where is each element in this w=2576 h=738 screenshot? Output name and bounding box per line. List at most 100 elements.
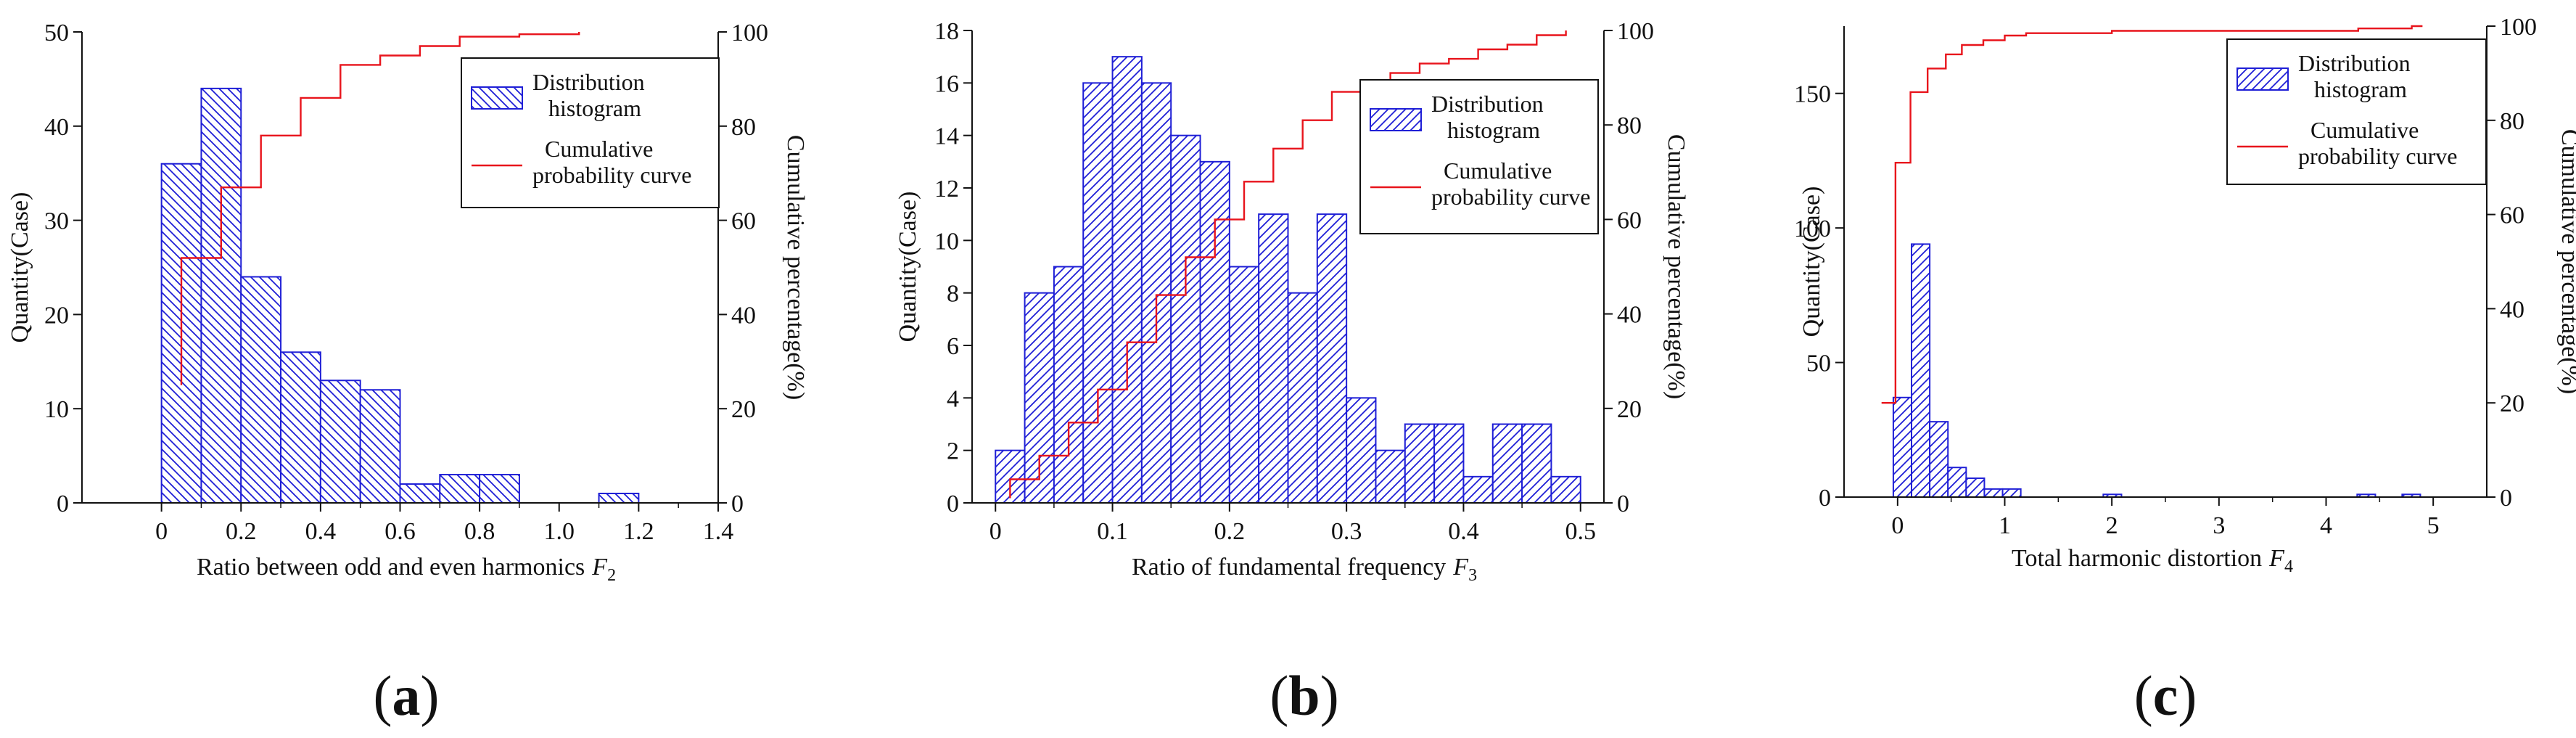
y2-tick-label: 0 xyxy=(731,491,744,517)
y2-tick-label: 20 xyxy=(1617,396,1642,423)
y2-tick-label: 100 xyxy=(2500,14,2537,41)
y-tick-label: 150 xyxy=(1794,81,1831,108)
y2-tick-label: 40 xyxy=(731,302,756,329)
legend-histogram-label: histogram xyxy=(548,95,641,121)
histogram-bar xyxy=(2001,488,2022,498)
y-tick-label: 30 xyxy=(44,208,69,235)
panel-label: (b) xyxy=(1270,664,1338,727)
x-tick-label: 0.2 xyxy=(226,518,257,545)
y-tick-label: 8 xyxy=(947,281,959,308)
legend-histogram-label: histogram xyxy=(2314,76,2407,102)
x-axis-label-variable: F xyxy=(2268,545,2285,572)
x-tick-label: 1.2 xyxy=(623,518,654,545)
legend-histogram-swatch xyxy=(2236,67,2289,91)
panel-label-open-paren: ( xyxy=(1270,664,1288,727)
y-tick-label: 50 xyxy=(1806,350,1831,377)
chart-panel-b: 0 0.1 0.2 0.3 0.4 0.5 0 2 4 6 8 10 12 14 16 18 0 20 40 60 80… xyxy=(894,18,1690,727)
x-tick-label: 0.6 xyxy=(384,518,416,545)
y2-axis-label: Cumulative percentage(%) xyxy=(1663,134,1690,399)
x-axis-label-text: Ratio of fundamental frequency xyxy=(1132,554,1446,581)
histogram-bar xyxy=(1082,82,1114,504)
panel-label-open-paren: ( xyxy=(374,664,392,727)
y-tick-label: 14 xyxy=(934,123,959,150)
y-axis-label: Quantity(Case) xyxy=(894,192,921,343)
x-tick-label: 0.8 xyxy=(464,518,495,545)
x-tick-label: 0 xyxy=(155,518,168,545)
y-tick-label: 40 xyxy=(44,114,69,141)
panel-label-close-paren: ) xyxy=(421,664,440,727)
x-tick-label: 4 xyxy=(2320,512,2332,539)
cumulative-probability-curve xyxy=(180,32,580,385)
x-axis-label-variable: F xyxy=(1452,554,1469,581)
chart-panel-a: 0 0.2 0.4 0.6 0.8 1.0 1.2 1.4010203040500204060… xyxy=(7,20,809,727)
histogram-bar xyxy=(1404,423,1436,504)
y2-tick-label: 0 xyxy=(2500,485,2512,512)
histogram-bar xyxy=(1228,266,1260,504)
y2-tick-label: 60 xyxy=(1617,207,1642,234)
y2-tick-label: 100 xyxy=(1617,18,1654,45)
y2-axis-label: Cumulative percentage(%) xyxy=(2556,129,2576,394)
legend-histogram-label: Distribution xyxy=(532,69,645,95)
histogram-bar xyxy=(1521,423,1552,504)
legend-curve-label: probability curve xyxy=(532,162,691,188)
y-tick-label: 100 xyxy=(1794,216,1831,242)
y2-tick-label: 20 xyxy=(2500,390,2524,417)
x-axis-label-text: Ratio between odd and even harmonics xyxy=(197,554,585,581)
x-axis-label: Total harmonic distortion F4 xyxy=(2012,545,2293,576)
histogram-bar xyxy=(1947,467,1967,498)
histogram-bar xyxy=(1462,475,1494,504)
histogram-bar xyxy=(1111,56,1143,504)
histogram-bar xyxy=(399,483,441,504)
histogram-bar xyxy=(598,493,640,504)
histogram-bar xyxy=(1433,423,1465,504)
histogram-bar xyxy=(1911,243,1931,498)
legend-histogram-label: histogram xyxy=(1447,117,1540,143)
y2-tick-label: 0 xyxy=(1617,491,1629,517)
histogram-bar xyxy=(1491,423,1523,504)
y-tick-label: 10 xyxy=(44,396,69,423)
legend-curve-label: probability curve xyxy=(1431,184,1590,210)
histogram-bar xyxy=(1550,475,1581,504)
x-axis-label-subscript: 3 xyxy=(1468,566,1477,585)
histogram-bars xyxy=(995,56,1581,504)
legend-curve-label: probability curve xyxy=(2298,143,2457,169)
histogram-bars xyxy=(160,87,640,504)
x-axis-label-variable: F xyxy=(591,554,608,581)
panel-label-close-paren: ) xyxy=(2178,664,2197,727)
y2-tick-label: 80 xyxy=(1617,112,1642,139)
y-axis-label: Quantity(Case) xyxy=(1798,186,1825,337)
x-axis-label-text: Total harmonic distortion xyxy=(2012,545,2262,572)
y-tick-label: 0 xyxy=(1819,485,1831,512)
y-tick-label: 10 xyxy=(934,228,959,255)
panel-label-letter: b xyxy=(1288,664,1320,727)
legend-box xyxy=(2226,38,2487,185)
y2-tick-label: 60 xyxy=(731,208,756,235)
y2-tick-label: 40 xyxy=(1617,302,1642,329)
x-tick-label: 1.0 xyxy=(544,518,575,545)
x-tick-label: 5 xyxy=(2427,512,2440,539)
panel-label: (a) xyxy=(374,664,440,727)
x-tick-label: 0.4 xyxy=(1448,518,1479,545)
histogram-bar xyxy=(439,474,481,504)
y2-tick-label: 80 xyxy=(2500,108,2524,135)
y2-tick-label: 40 xyxy=(2500,296,2524,323)
histogram-bar xyxy=(1892,396,1913,498)
x-tick-label: 0.1 xyxy=(1097,518,1128,545)
x-tick-label: 2 xyxy=(2106,512,2118,539)
legend-box xyxy=(1359,79,1599,234)
histogram-bar xyxy=(1287,292,1318,504)
histogram-bar xyxy=(280,351,321,504)
y2-tick-label: 80 xyxy=(731,114,756,141)
x-tick-label: 0.3 xyxy=(1331,518,1362,545)
histogram-bar xyxy=(1983,488,2004,498)
histogram-bar xyxy=(1199,160,1230,504)
histogram-bar xyxy=(319,380,361,504)
panel-label-letter: a xyxy=(392,664,421,727)
cumulative-probability-curve xyxy=(1009,30,1567,499)
panel-label-open-paren: ( xyxy=(2134,664,2153,727)
y-tick-label: 0 xyxy=(947,491,959,517)
legend-curve-label: Cumulative xyxy=(2310,117,2419,143)
